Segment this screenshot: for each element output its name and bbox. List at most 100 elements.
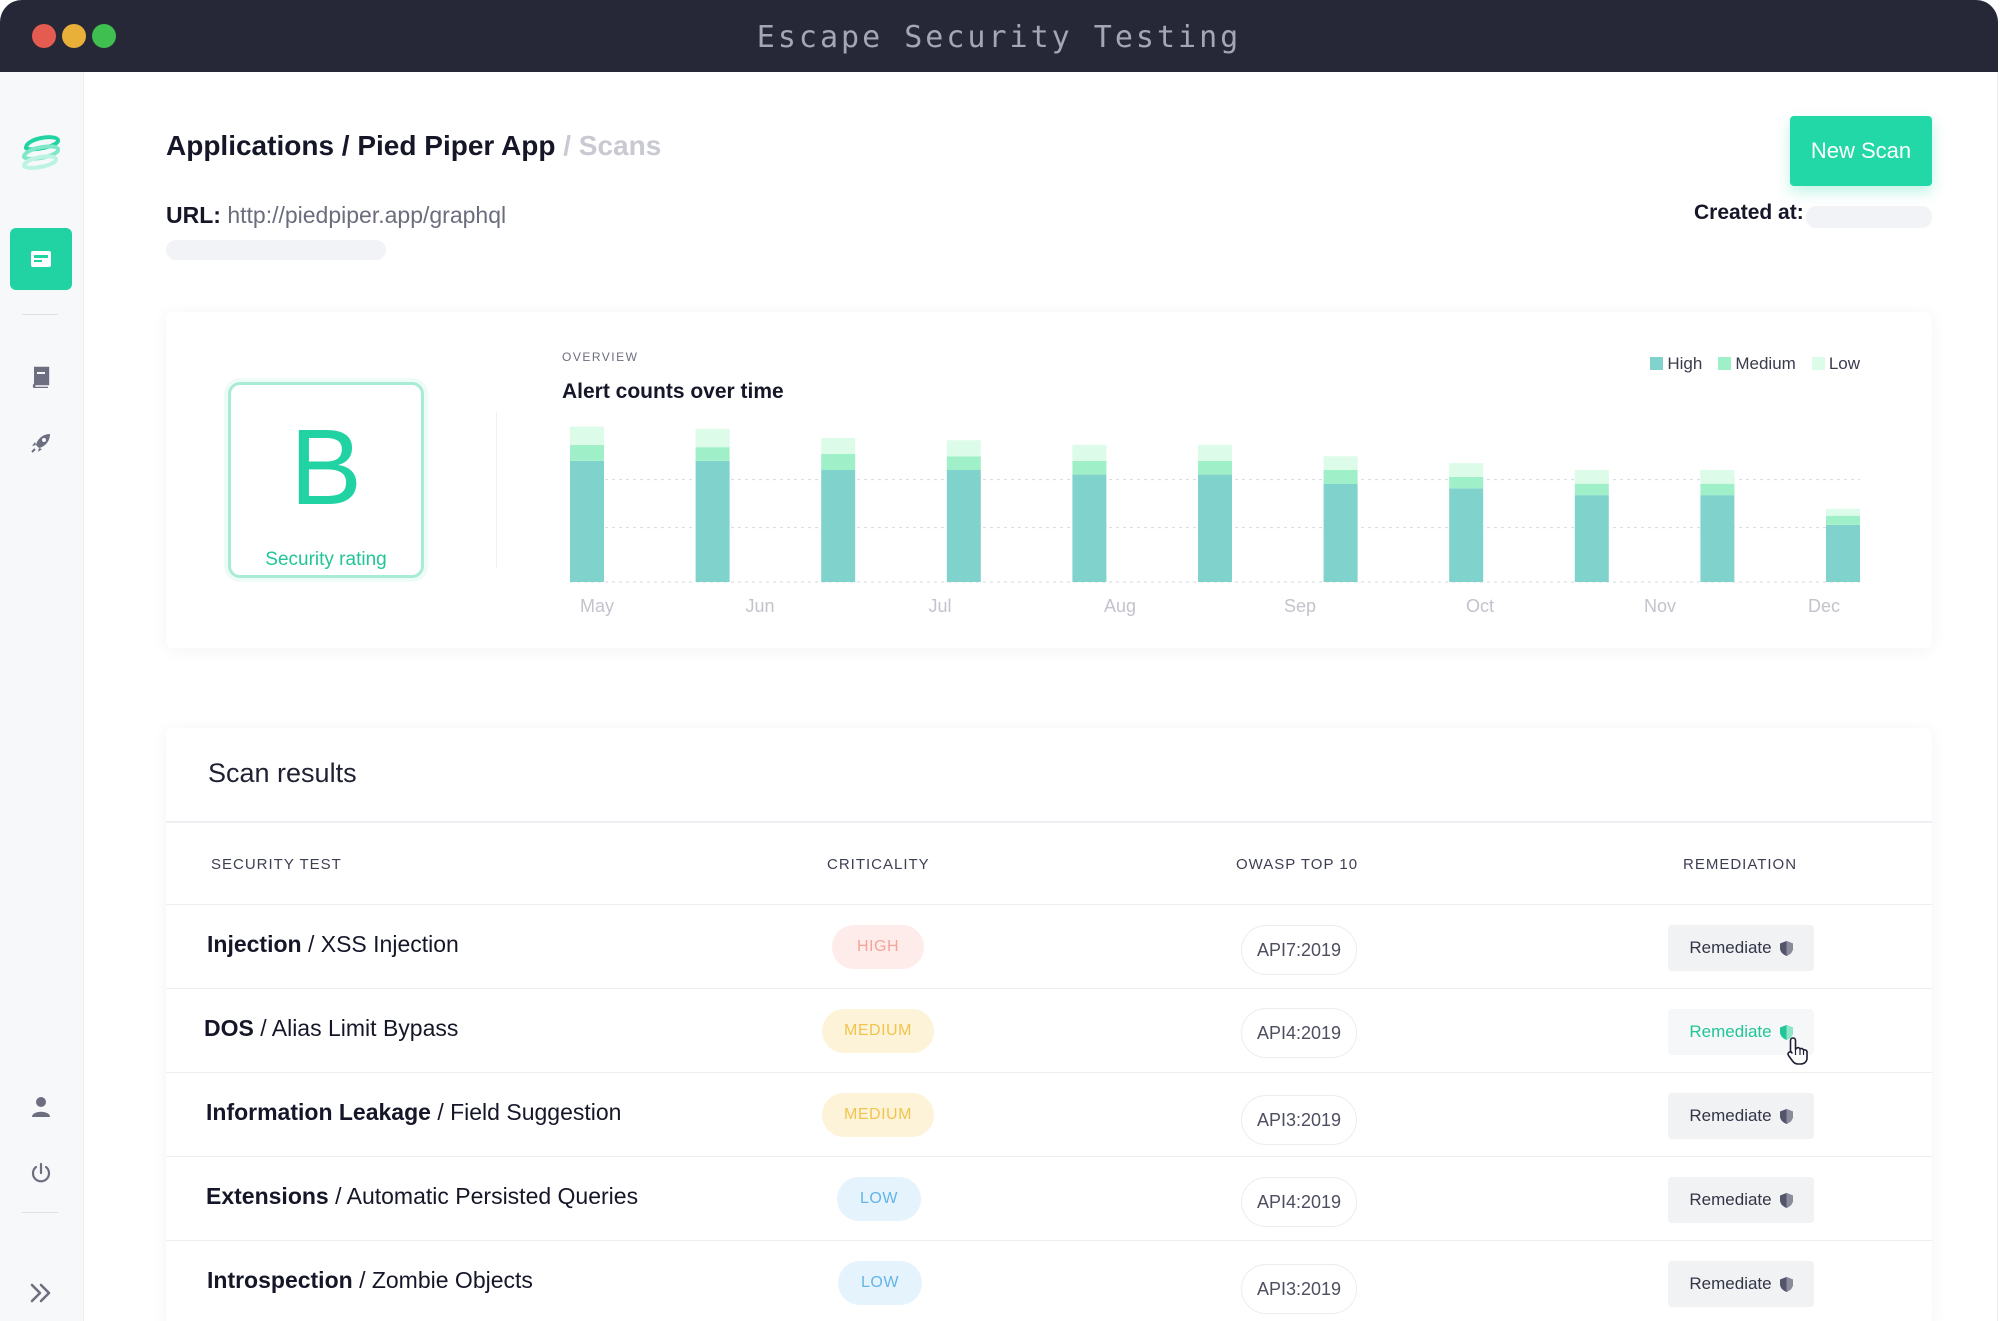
- bar-medium: [1323, 470, 1358, 484]
- hand-pointer-icon: [1787, 1037, 1808, 1065]
- criticality-badge: LOW: [837, 1177, 921, 1221]
- overview-card: B Security rating OVERVIEW Alert counts …: [166, 312, 1932, 648]
- column-header-security-test[interactable]: SECURITY TEST: [211, 856, 342, 873]
- overview-divider: [496, 412, 497, 568]
- bar-medium: [570, 444, 604, 461]
- table-row[interactable]: Information Leakage / Field Suggestion M…: [166, 1072, 1932, 1156]
- logo-icon[interactable]: [16, 126, 66, 176]
- test-name: / Zombie Objects: [359, 1267, 533, 1293]
- legend-label: High: [1667, 354, 1703, 373]
- remediate-button[interactable]: Remediate: [1668, 1177, 1814, 1223]
- sidebar-item-docs[interactable]: [10, 346, 72, 408]
- remediate-label: Remediate: [1689, 1190, 1772, 1209]
- legend-swatch: [1811, 357, 1825, 370]
- remediate-button[interactable]: Remediate: [1668, 1093, 1814, 1139]
- column-header-remediation[interactable]: REMEDIATION: [1683, 856, 1798, 873]
- bar-high: [1323, 483, 1358, 582]
- breadcrumb-scans: / Scans: [563, 130, 662, 161]
- bar-low: [570, 426, 604, 445]
- table-row[interactable]: Introspection / Zombie Objects LOW API3:…: [166, 1240, 1932, 1321]
- loading-placeholder: [166, 240, 386, 260]
- x-tick-label: May: [580, 596, 614, 616]
- test-category: Information Leakage: [206, 1099, 431, 1125]
- bar-medium: [821, 454, 856, 470]
- bar-high: [1072, 474, 1107, 582]
- shield-icon: [1779, 1192, 1793, 1208]
- bar-medium: [1574, 483, 1609, 496]
- minimize-window-button[interactable]: [62, 24, 86, 48]
- owasp-badge: API4:2019: [1241, 1008, 1357, 1058]
- bar-high: [1700, 495, 1735, 582]
- book-icon: [32, 366, 50, 388]
- criticality-badge: LOW: [838, 1261, 922, 1305]
- sidebar-item-dashboard[interactable]: [10, 228, 72, 290]
- bar-low: [821, 438, 856, 454]
- bar-medium: [1700, 483, 1735, 496]
- results-divider: [166, 821, 1932, 823]
- chart-legend: High Medium Low: [1650, 354, 1860, 374]
- bar-low: [1323, 456, 1358, 470]
- bar-high: [821, 470, 856, 582]
- test-category: Injection: [207, 931, 302, 957]
- dashboard-icon: [31, 251, 51, 267]
- security-rating-label: Security rating: [265, 549, 387, 570]
- x-tick-label: Nov: [1644, 596, 1676, 616]
- shield-icon: [1779, 940, 1793, 956]
- table-row[interactable]: Injection / XSS Injection HIGH API7:2019…: [166, 904, 1932, 988]
- criticality-badge: HIGH: [832, 925, 924, 969]
- sidebar-expand-button[interactable]: [10, 1262, 72, 1321]
- test-category: DOS: [204, 1015, 254, 1041]
- url-value: http://piedpiper.app/graphql: [227, 202, 507, 228]
- bar-low: [1574, 470, 1609, 484]
- table-row[interactable]: DOS / Alias Limit Bypass MEDIUM API4:201…: [166, 988, 1932, 1072]
- breadcrumb-app[interactable]: Applications / Pied Piper App: [166, 130, 556, 161]
- alert-counts-chart: May Jun Jul Aug Sep Oct Nov Dec: [570, 426, 1860, 616]
- criticality-badge: MEDIUM: [822, 1093, 934, 1137]
- bar-low: [946, 440, 981, 457]
- legend-swatch: [1650, 357, 1664, 370]
- bar-medium: [695, 447, 730, 461]
- x-tick-label: Dec: [1808, 596, 1840, 616]
- x-tick-label: Oct: [1466, 596, 1494, 616]
- remediate-button[interactable]: Remediate: [1668, 1261, 1814, 1307]
- remediate-button[interactable]: Remediate: [1668, 1009, 1814, 1055]
- table-row[interactable]: Extensions / Automatic Persisted Queries…: [166, 1156, 1932, 1240]
- bar-low: [695, 428, 730, 448]
- remediate-label: Remediate: [1689, 1022, 1772, 1041]
- new-scan-button[interactable]: New Scan: [1790, 116, 1932, 186]
- test-name: / XSS Injection: [307, 931, 459, 957]
- bar-high: [1826, 524, 1860, 582]
- shield-icon: [1779, 1276, 1793, 1292]
- legend-item-medium[interactable]: Medium: [1718, 354, 1796, 374]
- security-test-cell: Information Leakage / Field Suggestion: [206, 1099, 621, 1126]
- security-rating-letter: B: [289, 406, 363, 527]
- maximize-window-button[interactable]: [92, 24, 116, 48]
- owasp-badge: API3:2019: [1241, 1264, 1357, 1314]
- legend-item-high[interactable]: High: [1650, 354, 1702, 374]
- security-rating-badge: B Security rating: [228, 382, 424, 578]
- close-window-button[interactable]: [32, 24, 56, 48]
- test-category: Extensions: [206, 1183, 329, 1209]
- remediate-label: Remediate: [1689, 938, 1772, 957]
- bar-high: [946, 470, 981, 582]
- column-header-criticality[interactable]: CRITICALITY: [827, 856, 930, 873]
- column-header-owasp[interactable]: OWASP TOP 10: [1236, 856, 1359, 873]
- sidebar-item-logout[interactable]: [10, 1142, 72, 1204]
- sidebar-item-deploy[interactable]: [10, 412, 72, 474]
- created-at-placeholder: [1806, 206, 1932, 228]
- x-tick-label: Aug: [1104, 596, 1136, 616]
- remediate-button[interactable]: Remediate: [1668, 925, 1814, 971]
- window-titlebar: Escape Security Testing: [0, 0, 1998, 72]
- double-chevron-right-icon: [30, 1283, 51, 1303]
- sidebar: [0, 72, 84, 1321]
- sidebar-item-profile[interactable]: [10, 1076, 72, 1138]
- power-icon: [31, 1162, 51, 1183]
- bar-high: [1574, 495, 1609, 582]
- owasp-badge: API3:2019: [1241, 1095, 1357, 1145]
- shield-icon: [1779, 1024, 1793, 1040]
- sidebar-divider: [22, 314, 58, 315]
- bar-medium: [1072, 460, 1107, 475]
- bar-high: [570, 460, 604, 582]
- legend-item-low[interactable]: Low: [1811, 354, 1860, 374]
- test-name: / Automatic Persisted Queries: [335, 1183, 639, 1209]
